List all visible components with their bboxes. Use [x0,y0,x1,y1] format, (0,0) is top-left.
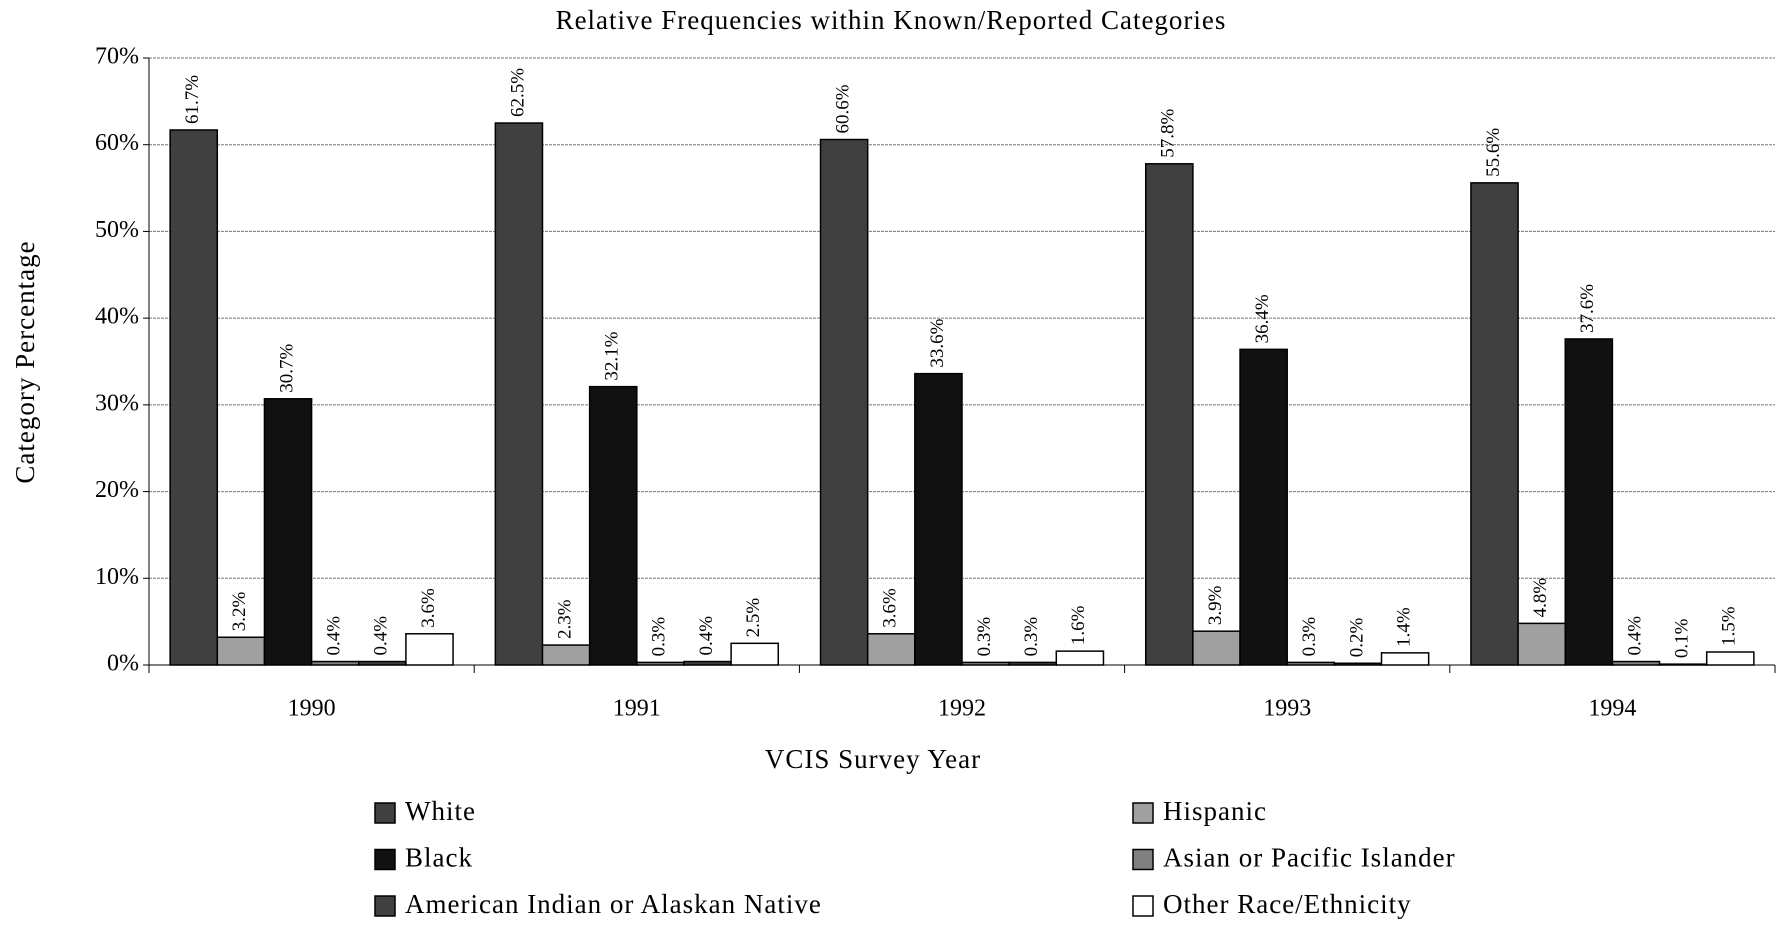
y-axis-label: Category Percentage [10,240,40,483]
value-label: 0.4% [1624,616,1645,656]
value-label: 3.9% [1205,585,1226,625]
legend-swatch [1132,895,1154,917]
bar [588,385,638,666]
bar [1658,663,1708,666]
x-tick-label: 1991 [613,696,661,722]
bar [961,661,1010,666]
bar [683,660,732,666]
value-label: 61.7% [182,75,203,124]
bar [1470,182,1519,666]
bar [1564,338,1614,666]
value-label: 3.2% [229,592,250,632]
bar [310,660,360,666]
bar [819,138,869,666]
value-label: 0.3% [649,617,670,657]
legend-label: Other Race/Ethnicity [1163,889,1412,919]
bar [358,660,407,666]
legend-label: Black [405,843,473,873]
value-label: 0.2% [1346,618,1367,658]
y-tick-label: 0% [107,651,139,677]
bar [1239,348,1288,666]
x-tick-label: 1994 [1588,696,1636,722]
legend-label: Asian or Pacific Islander [1163,843,1456,873]
value-label: 2.5% [743,598,764,638]
bar [494,122,544,666]
y-tick-label: 50% [95,217,139,243]
value-label: 60.6% [832,84,853,133]
legend-label: Hispanic [1163,796,1267,826]
bar [1144,163,1194,666]
bar [1705,651,1755,666]
value-label: 33.6% [927,318,948,367]
bar [914,372,963,666]
bar [1611,660,1661,666]
value-label: 32.1% [602,331,623,380]
value-label: 0.4% [371,616,392,656]
value-label: 0.3% [1021,617,1042,657]
legend-label: American Indian or Alaskan Native [405,889,822,919]
value-label: 0.3% [974,617,995,657]
bar [1192,630,1241,666]
value-label: 30.7% [276,344,297,393]
value-label: 62.5% [507,68,528,117]
value-label: 4.8% [1530,578,1551,618]
y-tick-label: 30% [95,390,139,416]
value-label: 0.4% [696,616,717,656]
legend-swatch [374,895,396,917]
x-tick-label: 1992 [938,696,986,722]
chart-title: Relative Frequencies within Known/Report… [556,5,1227,35]
legend-swatch [374,802,396,824]
value-label: 3.6% [418,588,439,628]
bar [263,398,313,666]
bar [730,642,780,666]
value-label: 57.8% [1158,109,1179,158]
bar [405,633,454,666]
bar [1055,650,1105,666]
value-label: 36.4% [1252,294,1273,343]
bar [1517,622,1566,666]
value-label: 3.6% [880,588,901,628]
x-tick-label: 1990 [288,696,336,722]
value-label: 0.1% [1671,618,1692,658]
bar [169,129,219,666]
legend-label: White [405,796,476,826]
bar [1380,652,1430,666]
bar [866,633,916,666]
x-tick-label: 1993 [1263,696,1311,722]
y-tick-label: 60% [95,130,139,156]
y-tick-label: 70% [95,44,139,70]
value-label: 2.3% [554,599,575,639]
bar [1286,661,1336,666]
bar [1008,661,1058,666]
y-tick-label: 40% [95,304,139,330]
x-axis-label: VCIS Survey Year [765,744,981,774]
bar [216,636,266,666]
value-label: 1.6% [1068,605,1089,645]
legend-swatch [1132,848,1154,871]
y-tick-label: 20% [95,477,139,503]
legend-swatch [374,848,396,871]
value-label: 1.4% [1393,607,1414,647]
value-label: 0.4% [324,616,345,656]
value-label: 55.6% [1483,128,1504,177]
bar [541,644,591,666]
bar [636,661,685,666]
value-label: 0.3% [1299,617,1320,657]
value-label: 37.6% [1577,284,1598,333]
y-tick-label: 10% [95,564,139,590]
value-label: 1.5% [1719,606,1740,646]
legend-swatch [1132,802,1154,824]
bar [1333,662,1383,666]
